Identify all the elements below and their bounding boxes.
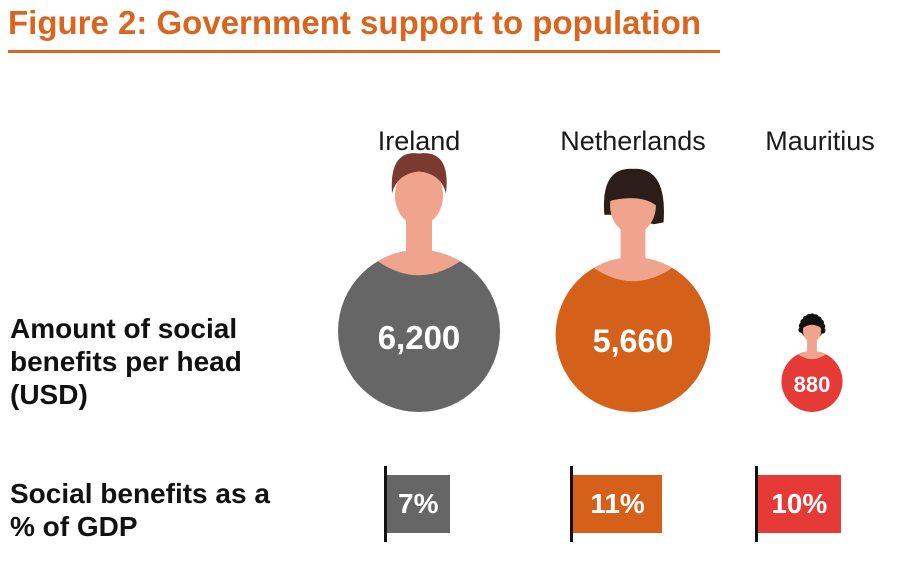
row-label-benefits-pct-gdp: Social benefits as a % of GDP <box>10 478 270 542</box>
country-label-mauritius: Mauritius <box>765 126 875 156</box>
neck-netherlands <box>620 229 646 262</box>
curly-hair-front-icon <box>802 319 822 329</box>
neck-ireland <box>406 220 432 255</box>
country-label-ireland: Ireland <box>377 126 461 156</box>
page-title: Figure 2: Government support to populati… <box>8 4 701 41</box>
person-netherlands <box>555 168 711 412</box>
flag-pole-netherlands <box>570 466 573 542</box>
head-ireland <box>395 165 443 226</box>
bubble-ireland <box>338 250 500 412</box>
gdp-flag-ireland: 7% <box>387 475 450 533</box>
person-ireland <box>338 153 500 412</box>
gdp-flag-mauritius: 10% <box>758 475 841 533</box>
bubble-label-ireland: 6,200 <box>377 318 461 356</box>
country-label-netherlands: Netherlands <box>560 126 706 156</box>
neckline-ireland <box>359 250 479 276</box>
person-mauritius <box>781 313 843 412</box>
bob-hair-fringe-icon <box>608 170 662 211</box>
short-hair-icon <box>391 153 447 194</box>
gdp-flag-netherlands: 11% <box>573 475 663 533</box>
flag-pole-mauritius <box>755 466 758 542</box>
neckline-netherlands <box>575 257 691 282</box>
bubble-netherlands <box>555 257 711 412</box>
bubble-mauritius <box>781 350 843 412</box>
bubble-label-mauritius: 880 <box>793 371 831 397</box>
row-label-benefits-per-head: Amount of social benefits per head (USD) <box>10 313 242 410</box>
title-divider <box>8 50 720 53</box>
flag-pole-ireland <box>384 466 387 542</box>
neck-mauritius <box>807 340 817 353</box>
bubble-label-netherlands: 5,660 <box>592 322 674 359</box>
